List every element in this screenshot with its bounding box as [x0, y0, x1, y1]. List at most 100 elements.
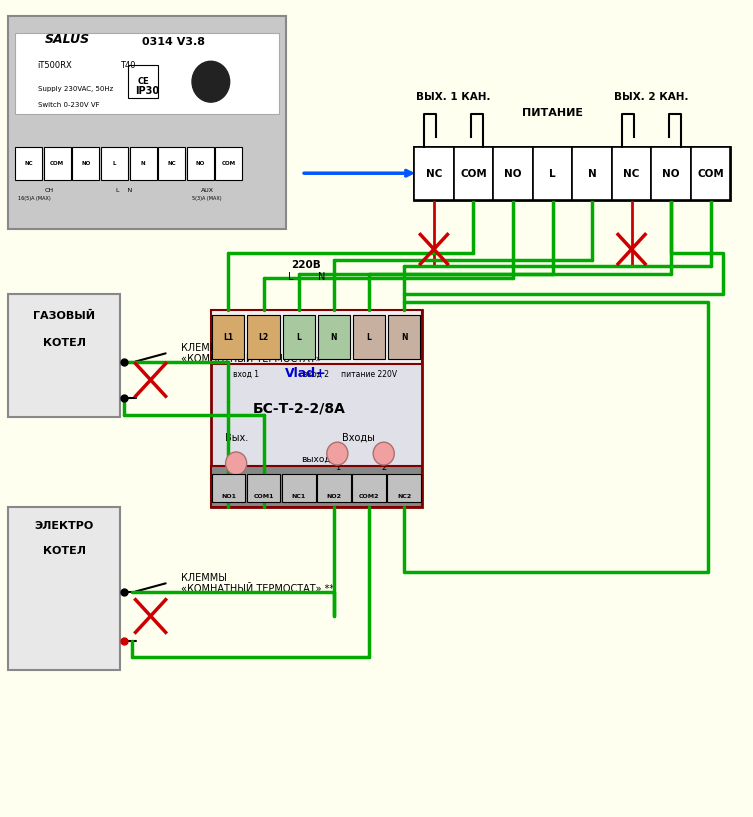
Text: COM1: COM1 — [253, 494, 274, 499]
Text: L    N: L N — [116, 188, 133, 193]
Text: NO: NO — [663, 168, 680, 179]
Text: 16(5)A (MAX): 16(5)A (MAX) — [17, 196, 50, 201]
Bar — [388, 315, 420, 359]
Text: NC: NC — [623, 168, 640, 179]
Bar — [651, 147, 691, 200]
Text: 1: 1 — [335, 463, 340, 472]
Text: SALUS: SALUS — [45, 33, 90, 46]
Text: COM: COM — [50, 161, 64, 166]
Bar — [130, 147, 157, 180]
Bar — [318, 315, 350, 359]
Bar — [101, 147, 128, 180]
Bar — [212, 474, 245, 502]
Bar — [493, 147, 533, 200]
Bar — [72, 147, 99, 180]
Text: ГАЗОВЫЙ: ГАЗОВЫЙ — [33, 311, 95, 321]
Bar — [215, 147, 242, 180]
Text: N: N — [587, 168, 596, 179]
Bar — [282, 315, 315, 359]
Text: L: L — [113, 161, 116, 166]
Text: NO: NO — [81, 161, 90, 166]
Bar — [533, 147, 572, 200]
Text: T40: T40 — [120, 61, 136, 70]
Text: IP30: IP30 — [136, 86, 160, 96]
Circle shape — [373, 442, 395, 465]
Bar — [211, 310, 422, 507]
Text: вход 1: вход 1 — [233, 370, 259, 379]
Text: iT500RX: iT500RX — [38, 61, 72, 70]
Bar — [247, 474, 280, 502]
Text: ПИТАНИЕ: ПИТАНИЕ — [522, 109, 583, 118]
Bar — [353, 315, 385, 359]
Bar — [352, 474, 386, 502]
Text: БС-Т-2-2/8А: БС-Т-2-2/8А — [253, 401, 346, 416]
Bar — [44, 147, 71, 180]
Text: N: N — [141, 161, 145, 166]
Text: NC1: NC1 — [291, 494, 306, 499]
Bar — [212, 315, 245, 359]
Text: Switch 0-230V VF: Switch 0-230V VF — [38, 102, 99, 108]
Text: N: N — [331, 333, 337, 342]
Text: COM: COM — [460, 168, 487, 179]
Bar — [15, 33, 279, 114]
Bar — [211, 310, 422, 364]
Text: ЭЛЕКТРО: ЭЛЕКТРО — [35, 521, 93, 531]
Bar — [611, 147, 651, 200]
Text: Vlad+: Vlad+ — [285, 367, 326, 380]
Text: 5(3)A (MAX): 5(3)A (MAX) — [192, 196, 222, 201]
Text: COM2: COM2 — [358, 494, 380, 499]
Text: питание 220V: питание 220V — [341, 370, 397, 379]
Bar — [8, 16, 286, 229]
Text: 0314 V3.8: 0314 V3.8 — [142, 37, 205, 47]
Bar — [187, 147, 214, 180]
Text: Supply 230VAC, 50Hz: Supply 230VAC, 50Hz — [38, 86, 113, 92]
Bar — [691, 147, 730, 200]
Bar — [414, 147, 730, 200]
Text: NC: NC — [425, 168, 442, 179]
Bar — [282, 474, 316, 502]
Text: NO: NO — [196, 161, 205, 166]
Text: AUX: AUX — [200, 188, 214, 193]
Bar — [128, 65, 158, 98]
Bar — [211, 466, 422, 507]
Text: L2: L2 — [258, 333, 269, 342]
Bar — [8, 294, 120, 417]
Text: COM: COM — [222, 161, 236, 166]
Circle shape — [192, 61, 230, 102]
Text: L: L — [288, 272, 294, 282]
Bar — [317, 474, 351, 502]
Bar — [158, 147, 185, 180]
Text: ВЫХ. 2 КАН.: ВЫХ. 2 КАН. — [614, 92, 688, 102]
Text: КЛЕММЫ
«КОМНАТНЫЙ ТЕРМОСТАТ»: КЛЕММЫ «КОМНАТНЫЙ ТЕРМОСТАТ» — [181, 342, 322, 364]
Text: NC: NC — [24, 161, 33, 166]
Text: CH: CH — [44, 188, 53, 193]
Text: NC2: NC2 — [397, 494, 411, 499]
Bar — [8, 507, 120, 670]
Text: NC: NC — [167, 161, 176, 166]
Text: NO: NO — [505, 168, 522, 179]
Text: L: L — [367, 333, 371, 342]
Text: COM: COM — [697, 168, 724, 179]
Bar — [387, 474, 421, 502]
Text: L: L — [549, 168, 556, 179]
Text: КОТЕЛ: КОТЕЛ — [42, 338, 86, 348]
Bar — [453, 147, 493, 200]
Text: КОТЕЛ: КОТЕЛ — [42, 546, 86, 556]
Text: NO1: NO1 — [221, 494, 236, 499]
Text: КЛЕММЫ
«КОМНАТНЫЙ ТЕРМОСТАТ» **: КЛЕММЫ «КОМНАТНЫЙ ТЕРМОСТАТ» ** — [181, 573, 334, 594]
Text: N: N — [318, 272, 325, 282]
Circle shape — [226, 452, 247, 475]
Text: ВЫХ. 1 КАН.: ВЫХ. 1 КАН. — [416, 92, 491, 102]
Text: Входы: Входы — [342, 433, 375, 443]
Bar — [248, 315, 279, 359]
Text: L: L — [296, 333, 301, 342]
Text: L1: L1 — [224, 333, 233, 342]
Text: N: N — [401, 333, 407, 342]
Bar — [414, 147, 453, 200]
Text: вход 2: вход 2 — [303, 370, 329, 379]
Text: NO2: NO2 — [326, 494, 341, 499]
Text: 2: 2 — [381, 463, 386, 472]
Text: CE: CE — [137, 77, 149, 87]
Bar — [572, 147, 611, 200]
Text: выход: выход — [301, 455, 331, 464]
